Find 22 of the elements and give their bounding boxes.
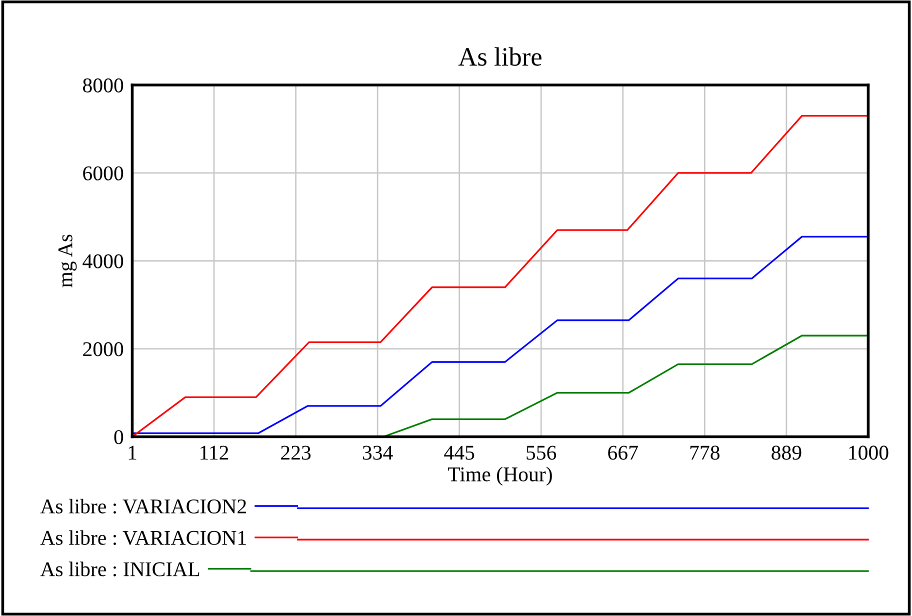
x-tick-label: 445 [444, 446, 474, 460]
legend-label: As libre : VARIACION1 [40, 530, 246, 546]
x-tick-label: 556 [526, 446, 556, 460]
x-tick-label: 1 [128, 446, 136, 460]
chart-title: As libre [458, 47, 542, 66]
x-tick-label: 223 [281, 446, 311, 460]
y-tick-label: 0 [114, 430, 124, 444]
x-tick-label: 334 [362, 446, 393, 460]
x-tick-label: 778 [690, 446, 720, 460]
y-tick-label: 2000 [83, 342, 124, 356]
x-tick-label: 112 [200, 446, 228, 460]
x-tick-label: 667 [608, 446, 638, 460]
x-axis-title: Time (Hour) [448, 466, 552, 486]
legend-label: As libre : INICIAL [40, 562, 200, 576]
x-tick-label: 1000 [849, 446, 888, 460]
line-series [132, 236, 868, 434]
y-tick-label: 4000 [82, 254, 124, 268]
y-tick-label: 8000 [83, 78, 124, 92]
y-axis-title: mg As [58, 234, 77, 288]
x-tick-label: 889 [772, 446, 802, 460]
legend-label: As libre : VARIACION2 [40, 498, 246, 514]
y-tick-label: 6000 [83, 166, 124, 180]
